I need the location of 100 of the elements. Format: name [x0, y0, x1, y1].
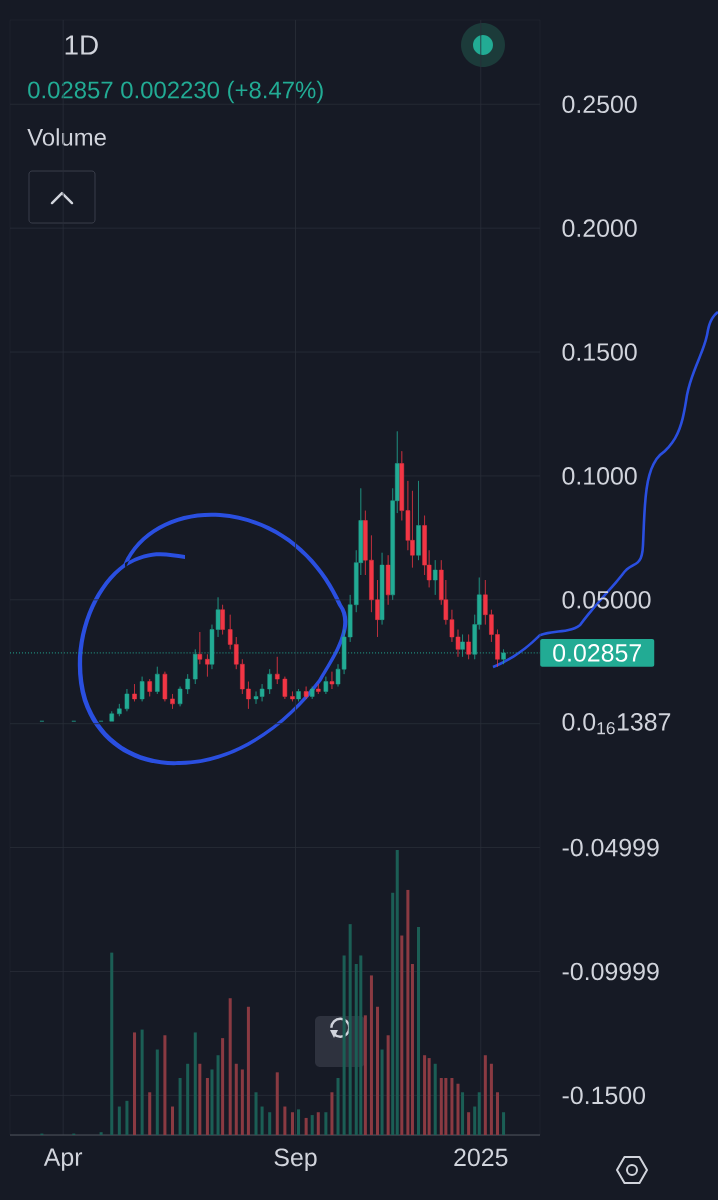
candlestick — [290, 691, 295, 702]
candlestick — [197, 631, 203, 665]
bar — [483, 1055, 487, 1136]
candlestick — [323, 676, 329, 695]
bar — [450, 1078, 454, 1136]
bar — [198, 1063, 202, 1136]
candlestick — [185, 673, 190, 695]
candlestick — [177, 686, 183, 707]
bar — [427, 1058, 431, 1136]
y-tick-label: -0.1500 — [562, 1086, 646, 1105]
bar — [439, 1078, 443, 1136]
candlestick — [109, 711, 114, 722]
candlestick — [205, 654, 210, 677]
bar — [467, 1112, 471, 1136]
bar — [359, 955, 363, 1136]
ref-line-label: 0.02857 — [553, 644, 641, 662]
bar — [260, 1106, 264, 1136]
candlestick — [170, 693, 175, 710]
bar — [275, 1072, 279, 1136]
bar — [178, 1078, 182, 1136]
bar — [155, 1049, 159, 1136]
bar — [461, 1092, 465, 1136]
bar — [369, 975, 373, 1136]
bar — [140, 1029, 144, 1136]
bar — [283, 1106, 287, 1136]
annotation: Volume — [27, 128, 106, 146]
bar — [170, 1106, 175, 1136]
bar — [240, 1069, 244, 1136]
candlestick — [132, 683, 137, 702]
y-tick-label: 0.2500 — [562, 95, 637, 114]
candlestick — [124, 688, 130, 712]
bar — [336, 1078, 340, 1136]
candlestick — [139, 676, 145, 702]
candlestick — [117, 703, 122, 717]
y-tick-label: 0.1000 — [562, 467, 637, 485]
bar — [342, 955, 346, 1136]
bar — [495, 1092, 499, 1136]
bar — [324, 1112, 328, 1136]
candlestick — [303, 686, 309, 700]
bar — [117, 1106, 121, 1136]
bar — [210, 1069, 214, 1136]
bar — [193, 1032, 197, 1136]
candlestick — [155, 666, 160, 695]
bar — [410, 964, 414, 1136]
bar — [375, 1006, 380, 1136]
bar — [228, 998, 232, 1136]
candlestick — [466, 634, 471, 660]
bar — [221, 1038, 225, 1136]
bar — [416, 926, 421, 1136]
candlestick — [309, 686, 315, 700]
bar — [316, 1112, 320, 1136]
candlestick — [147, 678, 152, 697]
bar — [148, 1092, 152, 1136]
y-tick-label: -0.04999 — [562, 838, 659, 857]
candlestick — [296, 688, 301, 702]
bar — [268, 1112, 272, 1136]
candlestick — [275, 656, 280, 685]
bar — [489, 1063, 493, 1136]
bar — [297, 1109, 301, 1136]
candlestick — [329, 671, 335, 690]
bar — [406, 889, 410, 1136]
bar — [502, 1112, 506, 1136]
bar — [456, 1083, 460, 1136]
bar — [433, 1063, 437, 1136]
candlestick — [282, 676, 288, 700]
x-tick-label: 2025 — [454, 1148, 508, 1167]
bar — [99, 1132, 103, 1136]
candlestick — [460, 634, 465, 658]
candlestick — [416, 480, 421, 561]
bar — [395, 850, 399, 1136]
candlestick — [162, 671, 168, 702]
candlestick — [316, 683, 321, 695]
candlestick — [220, 604, 225, 635]
bar — [348, 924, 352, 1136]
candlestick — [267, 668, 272, 695]
bar — [186, 1063, 190, 1136]
bar — [423, 1055, 427, 1136]
bar — [400, 935, 404, 1136]
bar — [163, 1035, 167, 1136]
bar — [330, 1092, 334, 1136]
text: 0.02857 0.002230 (+8.47%) — [28, 80, 323, 104]
bar — [304, 1117, 308, 1136]
bar — [216, 1055, 220, 1136]
bar — [125, 1100, 129, 1136]
bar — [391, 892, 395, 1136]
bar — [205, 1078, 209, 1136]
chart-title: 1D — [65, 35, 98, 55]
x-tick-label: Apr — [43, 1148, 83, 1171]
y-tick-label: -0.09999 — [562, 962, 659, 981]
y-tick-label: 0.0$_{16}$1387 — [562, 713, 671, 735]
bar — [380, 1049, 384, 1136]
candlestick — [379, 552, 385, 625]
bar — [363, 1015, 367, 1136]
bar — [444, 1078, 448, 1136]
bar — [110, 952, 114, 1136]
bar — [290, 1112, 294, 1136]
bar — [133, 1032, 137, 1136]
y-tick-label: 0.1500 — [562, 343, 637, 361]
bar — [234, 1063, 238, 1136]
bar — [477, 1092, 481, 1136]
